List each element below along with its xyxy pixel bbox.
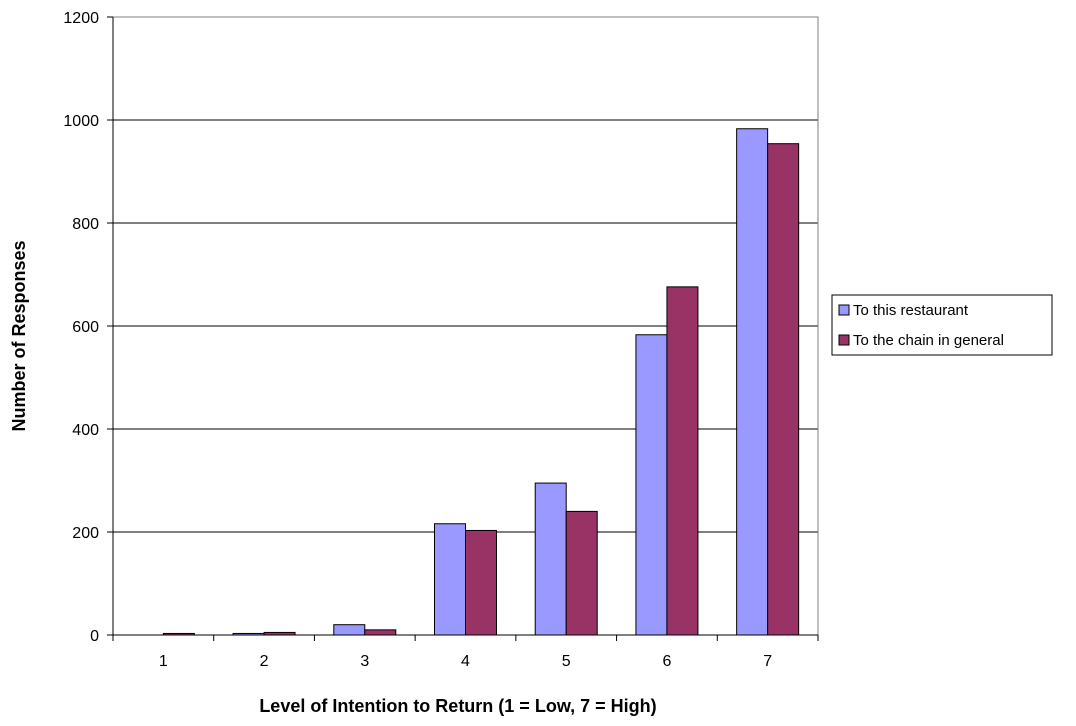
x-tick-label: 4 — [461, 653, 470, 670]
legend-box — [831, 294, 1053, 356]
bar-series-2-cat-6 — [666, 286, 699, 636]
x-tick-label: 7 — [763, 653, 772, 670]
y-tick-label: 1000 — [63, 113, 99, 130]
x-tick-label: 6 — [662, 653, 671, 670]
legend-label-this-restaurant: To this restaurant — [853, 302, 969, 319]
bar-series-1-cat-5 — [534, 482, 567, 636]
legend-label-chain-in-general: To the chain in general — [853, 332, 1004, 349]
y-tick-label: 600 — [72, 319, 99, 336]
y-tick-label: 200 — [72, 525, 99, 542]
y-tick-label: 400 — [72, 422, 99, 439]
bar-series-2-cat-7 — [767, 143, 800, 636]
y-axis-ticks: 0 200 400 600 800 1000 1200 — [63, 10, 113, 645]
x-tick-label: 3 — [360, 653, 369, 670]
y-tick-label: 800 — [72, 216, 99, 233]
legend-swatch-this-restaurant — [838, 304, 850, 316]
bar-series-1-cat-7 — [736, 128, 769, 636]
x-tick-label: 1 — [159, 653, 168, 670]
y-tick-label: 0 — [90, 628, 99, 645]
x-tick-label: 5 — [562, 653, 571, 670]
bar-series-1-cat-6 — [635, 334, 668, 636]
bars-group — [162, 128, 800, 636]
y-axis-title: Number of Responses — [9, 240, 29, 431]
bar-series-2-cat-5 — [565, 510, 598, 636]
legend: To this restaurant To the chain in gener… — [831, 294, 1053, 356]
x-axis-ticks: 1 2 3 4 5 6 7 — [112, 635, 819, 670]
legend-swatch-chain-in-general — [838, 334, 850, 346]
gridlines — [113, 119, 818, 533]
x-tick-label: 2 — [260, 653, 269, 670]
x-axis-title: Level of Intention to Return (1 = Low, 7… — [259, 696, 656, 716]
bar-series-2-cat-3 — [364, 629, 397, 636]
y-tick-label: 1200 — [63, 10, 99, 27]
bar-series-1-cat-3 — [333, 624, 366, 636]
bar-series-2-cat-4 — [465, 529, 497, 636]
bar-series-1-cat-4 — [434, 523, 466, 636]
